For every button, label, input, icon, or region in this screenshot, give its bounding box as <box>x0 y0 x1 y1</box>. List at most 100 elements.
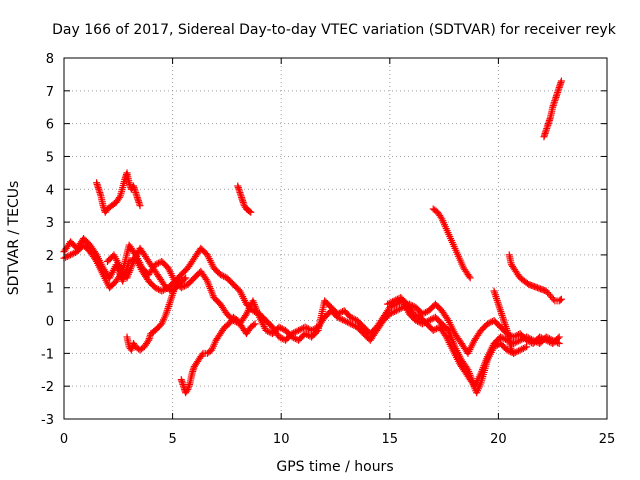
data-point <box>441 331 449 339</box>
data-point <box>350 315 358 323</box>
data-point <box>396 305 404 313</box>
data-point <box>348 314 356 322</box>
data-point <box>296 326 304 334</box>
data-point <box>392 307 400 315</box>
data-point <box>519 335 527 343</box>
data-point <box>509 348 517 356</box>
x-tick-label: 0 <box>60 432 68 447</box>
y-tick-label: 5 <box>46 150 54 165</box>
data-point <box>262 326 270 334</box>
data-point <box>467 377 475 385</box>
data-point <box>484 320 492 328</box>
x-tick-label: 25 <box>599 432 616 447</box>
data-point <box>389 308 397 316</box>
data-point <box>389 298 397 306</box>
data-point <box>153 260 161 268</box>
data-point <box>303 330 311 338</box>
data-point <box>67 251 75 259</box>
data-point <box>339 316 347 324</box>
data-points <box>60 77 565 397</box>
y-tick-label: 1 <box>46 282 54 297</box>
x-tick-label: 15 <box>382 432 399 447</box>
x-tick-label: 20 <box>490 432 507 447</box>
data-point <box>513 338 521 346</box>
data-point <box>151 284 159 292</box>
data-point <box>158 287 166 295</box>
data-point <box>466 274 474 282</box>
data-point <box>510 333 518 341</box>
data-point <box>241 312 249 320</box>
data-point <box>552 338 560 346</box>
grid <box>64 58 607 419</box>
data-point <box>410 310 418 318</box>
data-point <box>384 300 392 308</box>
data-point <box>291 328 299 336</box>
data-point <box>556 296 564 304</box>
series-arc-right-mid <box>490 287 518 357</box>
data-point <box>431 326 439 334</box>
data-point <box>216 271 224 279</box>
data-point <box>337 315 345 323</box>
data-point <box>154 285 162 293</box>
data-point <box>136 202 144 210</box>
y-tick-label: 0 <box>46 315 54 330</box>
series-arc-top-left <box>93 169 144 216</box>
y-tick-label: 3 <box>46 216 54 231</box>
data-point <box>516 346 524 354</box>
data-point <box>347 313 355 321</box>
data-point <box>420 309 428 317</box>
data-point <box>347 320 355 328</box>
data-point <box>549 295 557 303</box>
data-point <box>557 77 565 85</box>
data-point <box>490 343 498 351</box>
data-point <box>523 343 531 351</box>
data-point <box>144 338 152 346</box>
data-point <box>485 319 493 327</box>
data-point <box>549 336 557 344</box>
y-tick-label: -2 <box>41 380 54 395</box>
series-arc-low-center <box>177 313 259 397</box>
data-point <box>531 337 539 345</box>
data-point <box>251 320 259 328</box>
data-point <box>413 312 421 320</box>
data-point <box>524 334 532 342</box>
data-point <box>298 325 306 333</box>
data-point <box>387 309 395 317</box>
x-tick-label: 5 <box>168 432 176 447</box>
data-point <box>295 326 303 334</box>
data-point <box>443 315 451 323</box>
data-point <box>542 333 550 341</box>
plot-frame <box>63 57 608 420</box>
data-point <box>301 330 309 338</box>
x-tick-label: 10 <box>273 432 290 447</box>
y-tick-label: 7 <box>46 85 54 100</box>
data-point <box>422 308 430 316</box>
data-point <box>350 321 358 329</box>
data-point <box>246 207 254 215</box>
data-point <box>411 311 419 319</box>
data-point <box>391 308 399 316</box>
data-point <box>427 316 435 324</box>
data-point <box>547 335 555 343</box>
data-point <box>62 253 70 261</box>
data-point <box>555 340 563 348</box>
data-point <box>557 295 565 303</box>
data-point <box>510 349 518 357</box>
data-point <box>264 327 272 335</box>
data-point <box>303 324 311 332</box>
y-tick-label: 8 <box>46 52 54 67</box>
data-point <box>301 323 309 331</box>
data-point <box>277 324 285 332</box>
series-arc-top-right <box>540 77 565 141</box>
data-point <box>220 272 228 280</box>
data-point <box>529 336 537 344</box>
data-point <box>492 342 500 350</box>
data-point <box>304 325 312 333</box>
data-point <box>555 333 563 341</box>
series-arc-right-descend <box>505 251 565 305</box>
y-tick-label: -1 <box>41 347 54 362</box>
data-point <box>390 297 398 305</box>
data-point <box>514 347 522 355</box>
data-point <box>277 334 285 342</box>
